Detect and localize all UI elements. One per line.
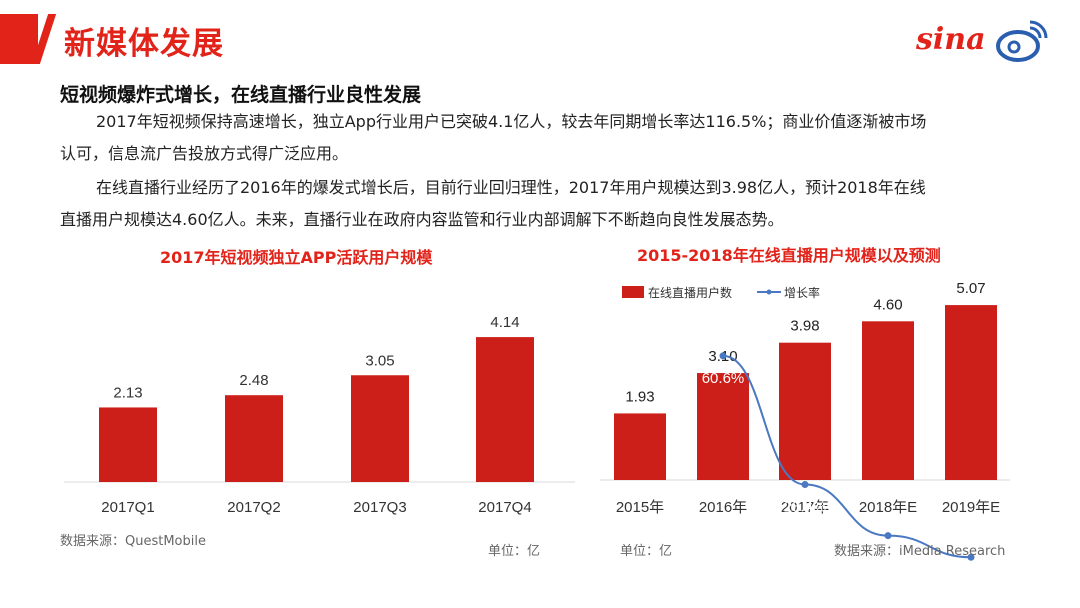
legend-bar-swatch bbox=[622, 286, 644, 298]
chart1-title: 2017年短视频独立APP活跃用户规模 bbox=[160, 248, 433, 267]
chart1-value-label: 2.13 bbox=[113, 384, 142, 401]
chart2-value-label: 5.07 bbox=[956, 280, 985, 297]
paragraph-line: 在线直播行业经历了2016年的爆发式增长后，目前行业回归理性，2017年用户规模… bbox=[96, 178, 926, 197]
growth-rate-point bbox=[719, 352, 727, 360]
chart2-unit: 单位：亿 bbox=[620, 544, 673, 559]
chart2-tick-label: 2015年 bbox=[616, 499, 664, 516]
chart2-tick-label: 2019年E bbox=[942, 499, 1000, 516]
chart2-bar bbox=[697, 373, 749, 480]
legend-bar-label: 在线直播用户数 bbox=[648, 285, 732, 300]
chart1-source: 数据来源：QuestMobile bbox=[60, 534, 206, 549]
legend-line-label: 增长率 bbox=[784, 285, 820, 300]
paragraph-line: 直播用户规模达4.60亿人。未来，直播行业在政府内容监管和行业内部调解下不断趋向… bbox=[60, 210, 784, 229]
chart2-source: 数据来源：iMedia Research bbox=[834, 544, 1006, 559]
chart1-tick-label: 2017Q2 bbox=[227, 499, 280, 516]
chart2-value-label: 4.60 bbox=[873, 296, 902, 313]
growth-rate-label: 10.2% bbox=[950, 571, 993, 588]
paragraph-short-video: 2017年短视频保持高速增长，独立App行业用户已突破4.1亿人，较去年同期增长… bbox=[60, 106, 1050, 170]
chart1-value-label: 3.05 bbox=[365, 352, 394, 369]
chart2-bar bbox=[945, 305, 997, 480]
title-accent-block bbox=[0, 14, 38, 64]
paragraph-live-streaming: 在线直播行业经历了2016年的爆发式增长后，目前行业回归理性，2017年用户规模… bbox=[60, 172, 1050, 236]
chart2-value-label: 1.93 bbox=[625, 388, 654, 405]
weibo-logo-icon bbox=[996, 20, 1048, 62]
paragraph-line: 2017年短视频保持高速增长，独立App行业用户已突破4.1亿人，较去年同期增长… bbox=[96, 112, 927, 131]
chart2-bar bbox=[614, 413, 666, 480]
chart2-bar bbox=[779, 342, 831, 480]
chart1-tick-label: 2017Q4 bbox=[478, 499, 531, 516]
growth-rate-point bbox=[884, 532, 892, 540]
chart1-value-label: 2.48 bbox=[239, 372, 268, 389]
legend-line-marker bbox=[766, 289, 772, 295]
chart1-bar bbox=[476, 337, 534, 482]
chart2-bar bbox=[862, 321, 914, 480]
page-title: 新媒体发展 bbox=[64, 26, 224, 62]
section-subtitle: 短视频爆炸式增长，在线直播行业良性发展 bbox=[60, 84, 422, 106]
growth-rate-label: 60.6% bbox=[702, 370, 745, 387]
chart1-short-video: 2.13 2017Q1 2.48 2017Q2 3.05 2017Q3 4.14 2017Q4 bbox=[64, 314, 575, 516]
sina-logo: sina bbox=[916, 22, 986, 57]
growth-rate-line bbox=[722, 354, 972, 559]
growth-rate-point bbox=[967, 553, 975, 561]
paragraph-line: 认可，信息流广告投放方式得广泛应用。 bbox=[60, 144, 349, 163]
chart2-live-streaming: 在线直播用户数增长率1.932015年3.102016年3.982017年4.6… bbox=[600, 280, 1010, 588]
chart2-title: 2015-2018年在线直播用户规模以及预测 bbox=[637, 246, 941, 265]
chart1-bar bbox=[99, 407, 157, 482]
growth-rate-label: 28.4% bbox=[784, 499, 827, 516]
chart2-value-label: 3.98 bbox=[790, 318, 819, 335]
chart1-tick-label: 2017Q1 bbox=[101, 499, 154, 516]
chart1-bar bbox=[351, 375, 409, 482]
chart2-tick-label: 2016年 bbox=[699, 499, 747, 516]
chart2-tick-label: 2018年E bbox=[859, 499, 917, 516]
chart1-value-label: 4.14 bbox=[490, 314, 519, 331]
title-bar: 新媒体发展 sina bbox=[0, 0, 1080, 70]
chart2-tick-label: 2017年 bbox=[781, 499, 829, 516]
growth-rate-label: 15.6% bbox=[867, 550, 910, 567]
chart1-unit: 单位：亿 bbox=[488, 544, 541, 559]
growth-rate-point bbox=[801, 481, 809, 489]
chart1-bar bbox=[225, 395, 283, 482]
chart1-tick-label: 2017Q3 bbox=[353, 499, 406, 516]
